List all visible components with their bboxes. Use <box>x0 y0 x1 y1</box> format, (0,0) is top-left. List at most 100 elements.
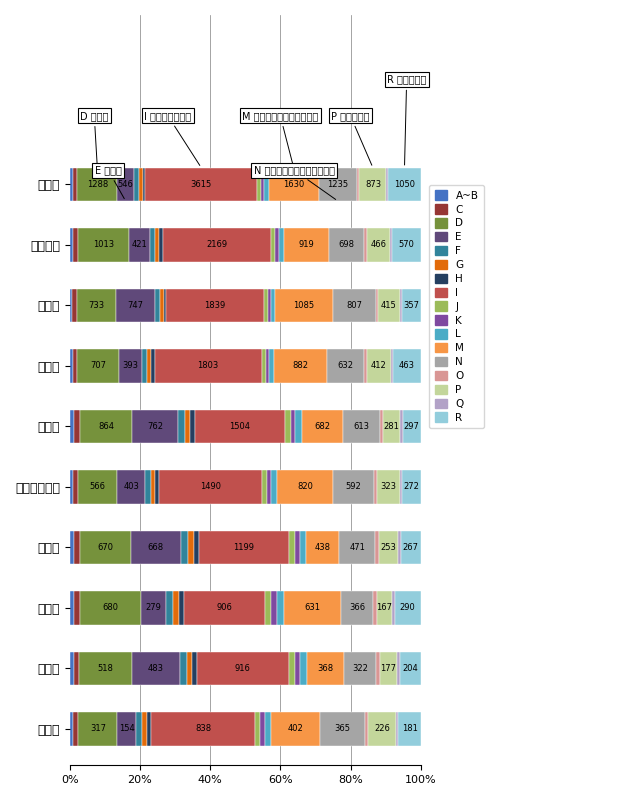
Bar <box>177 410 185 443</box>
Bar <box>402 470 421 503</box>
Text: 272: 272 <box>403 482 419 491</box>
Text: 2169: 2169 <box>206 241 228 250</box>
Bar <box>291 410 296 443</box>
Bar <box>271 470 276 503</box>
Bar <box>145 470 151 503</box>
Text: 668: 668 <box>148 543 164 552</box>
Bar <box>379 652 398 685</box>
Bar <box>300 652 307 685</box>
Text: 882: 882 <box>292 362 308 370</box>
Bar <box>70 410 74 443</box>
Text: 566: 566 <box>89 482 106 491</box>
Bar <box>181 531 188 564</box>
Bar <box>185 410 190 443</box>
Bar <box>173 591 179 625</box>
Text: 267: 267 <box>402 543 419 552</box>
Bar <box>279 228 284 262</box>
Text: 1199: 1199 <box>233 543 254 552</box>
Bar <box>333 470 374 503</box>
Text: 177: 177 <box>381 664 396 673</box>
Bar <box>179 591 184 625</box>
Bar <box>116 289 156 322</box>
Text: 1803: 1803 <box>198 362 219 370</box>
Bar <box>147 712 151 746</box>
Text: 1630: 1630 <box>283 180 304 189</box>
Text: 1235: 1235 <box>328 180 349 189</box>
Bar <box>264 168 269 201</box>
Bar <box>184 591 264 625</box>
Bar <box>271 228 275 262</box>
Bar <box>375 531 379 564</box>
Bar <box>74 652 79 685</box>
Bar <box>396 712 398 746</box>
Bar <box>319 168 357 201</box>
Bar <box>391 350 393 382</box>
Text: R サービス業: R サービス業 <box>387 74 426 165</box>
Text: 838: 838 <box>195 725 211 734</box>
Bar <box>398 652 400 685</box>
Text: 1013: 1013 <box>93 241 114 250</box>
Text: 762: 762 <box>147 422 163 431</box>
Bar <box>367 350 391 382</box>
Bar <box>262 350 266 382</box>
Text: 279: 279 <box>146 603 161 613</box>
Bar <box>342 410 379 443</box>
Bar <box>141 591 166 625</box>
Text: 820: 820 <box>297 482 313 491</box>
Bar <box>164 289 166 322</box>
Text: 226: 226 <box>374 725 390 734</box>
Bar <box>277 591 284 625</box>
Bar <box>379 410 383 443</box>
Bar <box>274 350 327 382</box>
Bar <box>378 289 400 322</box>
Text: 357: 357 <box>403 301 419 310</box>
Bar <box>379 531 398 564</box>
Bar <box>160 289 164 322</box>
Text: N 生活関連サービス・娯楽業: N 生活関連サービス・娯楽業 <box>254 166 336 199</box>
Text: P 医療，福祉: P 医療，福祉 <box>331 111 372 166</box>
Text: 463: 463 <box>399 362 415 370</box>
Bar <box>306 531 339 564</box>
Text: 592: 592 <box>346 482 362 491</box>
Text: 670: 670 <box>98 543 113 552</box>
Bar <box>131 531 181 564</box>
Bar <box>80 531 131 564</box>
Bar <box>269 350 274 382</box>
Bar <box>276 470 333 503</box>
Bar <box>289 652 295 685</box>
Bar <box>341 591 373 625</box>
Text: 1504: 1504 <box>229 422 251 431</box>
Bar <box>339 531 375 564</box>
Text: 403: 403 <box>123 482 139 491</box>
Bar <box>194 410 285 443</box>
Text: 471: 471 <box>349 543 365 552</box>
Bar <box>70 652 74 685</box>
Text: 613: 613 <box>353 422 369 431</box>
Text: I 卸売業，小売業: I 卸売業，小売業 <box>144 111 200 166</box>
Bar <box>78 168 118 201</box>
Bar <box>359 168 386 201</box>
Bar <box>275 228 279 262</box>
Text: 733: 733 <box>88 301 104 310</box>
Bar <box>78 712 118 746</box>
Bar <box>190 410 194 443</box>
Bar <box>119 350 142 382</box>
Bar <box>70 289 72 322</box>
Text: 393: 393 <box>122 362 139 370</box>
Bar <box>368 712 396 746</box>
Bar <box>261 168 264 201</box>
Bar <box>327 350 364 382</box>
Bar <box>302 410 343 443</box>
Bar <box>264 289 268 322</box>
Bar <box>194 531 199 564</box>
Bar <box>392 591 395 625</box>
Text: 1839: 1839 <box>204 301 226 310</box>
Text: 281: 281 <box>384 422 399 431</box>
Bar <box>378 470 399 503</box>
Bar <box>118 168 134 201</box>
Text: 919: 919 <box>299 241 314 250</box>
Bar <box>192 652 197 685</box>
Text: 466: 466 <box>371 241 387 250</box>
Bar <box>344 652 376 685</box>
Bar <box>77 350 119 382</box>
